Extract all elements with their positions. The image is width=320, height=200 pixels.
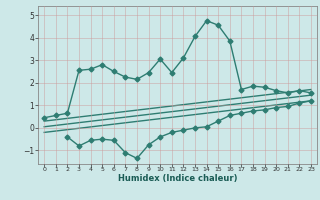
X-axis label: Humidex (Indice chaleur): Humidex (Indice chaleur) xyxy=(118,174,237,183)
